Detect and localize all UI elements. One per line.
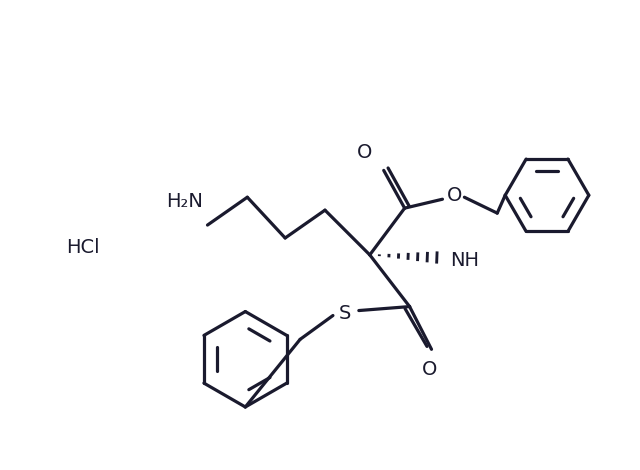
Text: O: O <box>447 186 462 205</box>
Text: H₂N: H₂N <box>166 192 202 211</box>
Text: O: O <box>422 360 437 379</box>
Text: S: S <box>339 304 351 323</box>
Text: NH: NH <box>451 251 479 270</box>
Text: O: O <box>356 143 372 163</box>
Text: HCl: HCl <box>66 238 100 258</box>
